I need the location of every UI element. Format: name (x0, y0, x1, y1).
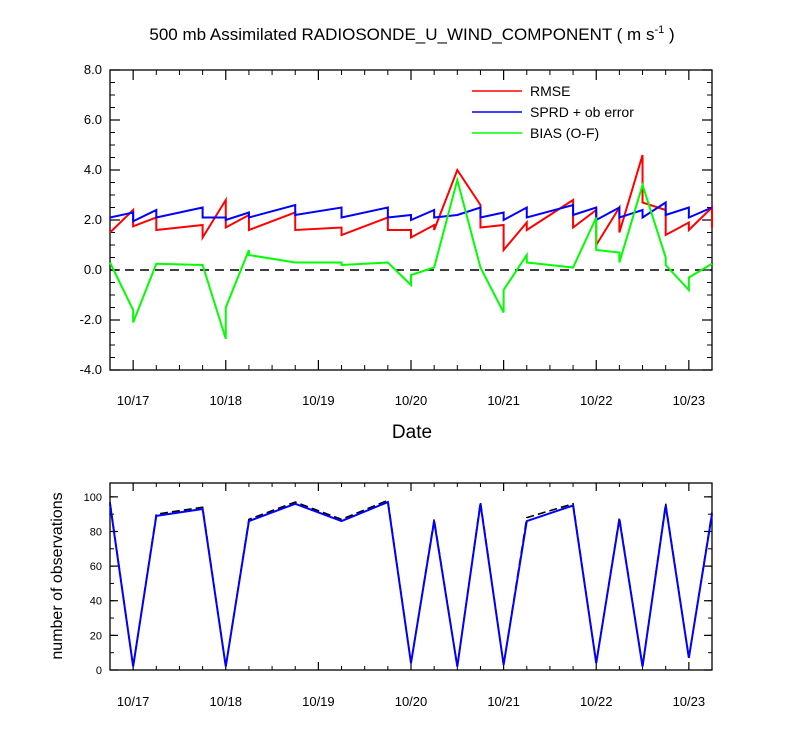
y-tick-label: 40 (90, 596, 102, 608)
chart-title: 500 mb Assimilated RADIOSONDE_U_WIND_COM… (149, 24, 674, 44)
x-tick-label: 10/19 (302, 393, 335, 408)
title-close: ) (664, 25, 674, 44)
bottom-axis-ticks (109, 483, 713, 671)
x-tick-label: 10/22 (580, 694, 613, 709)
x-tick-label: 10/23 (673, 694, 706, 709)
series-bias-o-f-line (109, 176, 713, 340)
top-x-tick-labels: 10/17 10/18 10/19 10/20 10/21 10/22 10/23 (117, 393, 705, 408)
bottom-series-group (109, 499, 713, 667)
y-tick-label: 8.0 (84, 62, 102, 77)
bottom-plot-frame (109, 482, 713, 671)
y-tick-label: 100 (84, 492, 102, 504)
bottom-y-tick-labels: 100 80 60 40 20 0 (84, 492, 102, 677)
legend-bias-label: BIAS (O-F) (530, 125, 599, 141)
x-tick-label: 10/18 (209, 393, 242, 408)
top-y-tick-labels: 8.0 6.0 4.0 2.0 0.0 -2.0 -4.0 (80, 62, 102, 377)
title-main: 500 mb Assimilated RADIOSONDE_U_WIND_COM… (149, 25, 654, 44)
x-tick-label: 10/21 (487, 694, 520, 709)
y-tick-label: 4.0 (84, 162, 102, 177)
y-tick-label: 6.0 (84, 112, 102, 127)
x-tick-label: 10/20 (395, 694, 428, 709)
series-possible-line (109, 499, 713, 667)
y-tick-label: 20 (90, 630, 102, 642)
series-rmse-line (109, 154, 713, 253)
x-tick-label: 10/22 (580, 393, 613, 408)
y-tick-label: 2.0 (84, 212, 102, 227)
x-tick-label: 10/21 (487, 393, 520, 408)
y-tick-label: 60 (90, 561, 102, 573)
y-tick-label: -4.0 (80, 362, 102, 377)
legend: RMSE SPRD + ob error BIAS (O-F) (472, 83, 634, 141)
y-tick-label: 80 (90, 526, 102, 538)
bottom-y-axis-title: number of observations (49, 492, 66, 659)
x-tick-label: 10/23 (673, 393, 706, 408)
x-axis-title: Date (392, 422, 432, 443)
legend-sprd-label: SPRD + ob error (530, 104, 634, 120)
y-tick-label: 0 (96, 665, 102, 677)
series-sprd-ob-error-line (109, 200, 713, 223)
x-tick-label: 10/19 (302, 694, 335, 709)
y-tick-label: -2.0 (80, 312, 102, 327)
y-tick-label: 0.0 (84, 262, 102, 277)
top-series-group (109, 154, 713, 340)
x-tick-label: 10/17 (117, 393, 150, 408)
x-tick-label: 10/18 (209, 694, 242, 709)
title-unit-exponent: -1 (654, 24, 664, 36)
legend-rmse-label: RMSE (530, 83, 570, 99)
x-tick-label: 10/17 (117, 694, 150, 709)
x-tick-label: 10/20 (395, 393, 428, 408)
bottom-x-tick-labels: 10/17 10/18 10/19 10/20 10/21 10/22 10/23 (117, 694, 705, 709)
series-used-line (109, 500, 713, 667)
